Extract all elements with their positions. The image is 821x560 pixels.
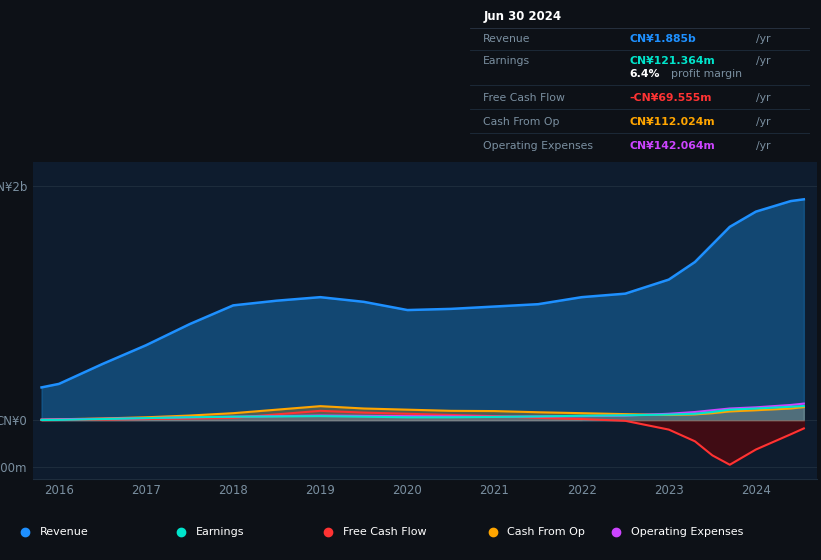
Text: /yr: /yr [756,142,770,151]
Text: Cash From Op: Cash From Op [507,527,585,537]
Text: /yr: /yr [756,55,770,66]
Text: CN¥1.885b: CN¥1.885b [630,34,696,44]
Text: Free Cash Flow: Free Cash Flow [484,93,565,103]
Text: Revenue: Revenue [484,34,530,44]
Text: /yr: /yr [756,93,770,103]
Text: CN¥112.024m: CN¥112.024m [630,117,715,127]
Text: Cash From Op: Cash From Op [484,117,560,127]
Text: /yr: /yr [756,117,770,127]
Text: Free Cash Flow: Free Cash Flow [343,527,427,537]
Text: Earnings: Earnings [484,55,530,66]
Text: Jun 30 2024: Jun 30 2024 [484,10,562,23]
Text: Operating Expenses: Operating Expenses [484,142,594,151]
Text: CN¥142.064m: CN¥142.064m [630,142,715,151]
Text: Revenue: Revenue [39,527,88,537]
Text: CN¥121.364m: CN¥121.364m [630,55,715,66]
Text: Operating Expenses: Operating Expenses [631,527,743,537]
Text: /yr: /yr [756,34,770,44]
Text: Earnings: Earnings [195,527,244,537]
Text: -CN¥69.555m: -CN¥69.555m [630,93,713,103]
Text: profit margin: profit margin [671,69,741,79]
Text: 6.4%: 6.4% [630,69,660,79]
